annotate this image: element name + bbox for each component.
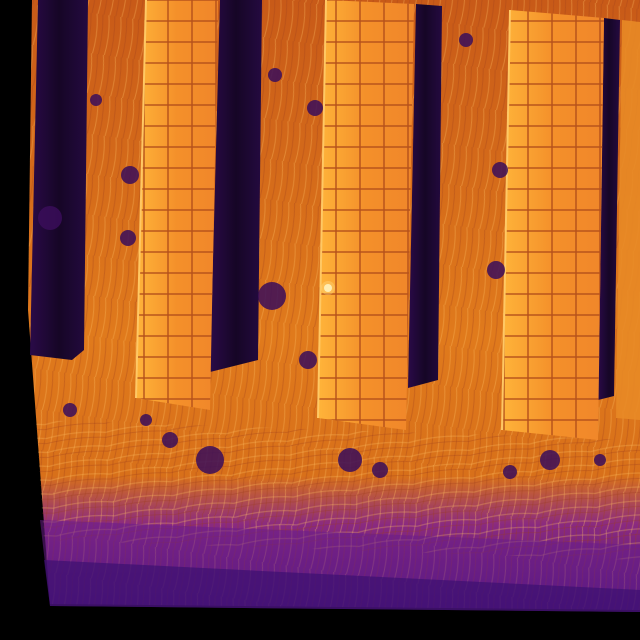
- edge-strip: [616, 20, 640, 420]
- vegetation-patches: [38, 33, 606, 479]
- panel-shadows: [30, 0, 620, 400]
- solar-panel-row-1: [135, 0, 218, 410]
- solar-panel-row-3: [501, 9, 604, 440]
- solar-panel-row-2: [317, 0, 414, 430]
- hotspot: [324, 284, 332, 292]
